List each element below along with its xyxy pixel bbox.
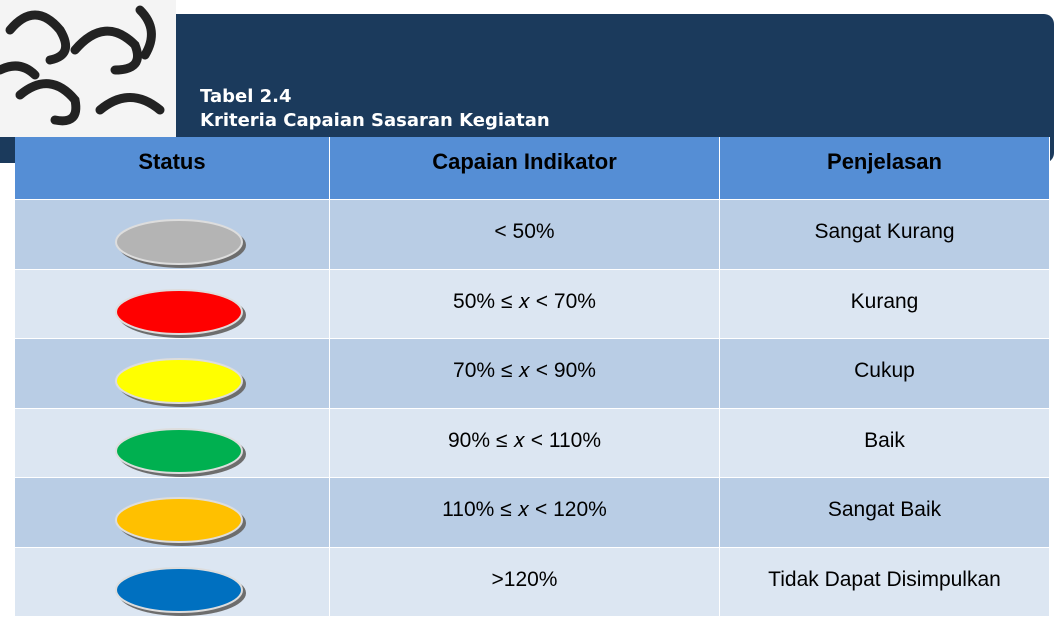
- status-icon: [15, 478, 330, 548]
- status-cell: [15, 200, 330, 270]
- status-icon: [15, 200, 330, 270]
- capaian-cell: 110% ≤ 𝑥 < 120%: [330, 478, 720, 548]
- penjelasan-cell: Sangat Baik: [720, 478, 1050, 548]
- penjelasan-cell: Cukup: [720, 339, 1050, 409]
- capaian-cell: 50% ≤ 𝑥 < 70%: [330, 270, 720, 340]
- column-header: Status: [15, 137, 330, 200]
- decoration: [0, 0, 176, 137]
- column-header: Penjelasan: [720, 137, 1050, 200]
- status-cell: [15, 339, 330, 409]
- status-icon: [15, 548, 330, 617]
- title-line: Tabel 2.4: [200, 86, 292, 107]
- capaian-cell: < 50%: [330, 200, 720, 270]
- column-header: Capaian Indikator: [330, 137, 720, 200]
- penjelasan-cell: Kurang: [720, 270, 1050, 340]
- status-icon: [15, 339, 330, 409]
- status-cell: [15, 478, 330, 548]
- penjelasan-cell: Tidak Dapat Disimpulkan: [720, 548, 1050, 617]
- status-icon: [15, 270, 330, 340]
- page: Tabel 2.4 Kriteria Capaian Sasaran Kegia…: [0, 0, 1056, 612]
- status-cell: [15, 548, 330, 617]
- penjelasan-cell: Sangat Kurang: [720, 200, 1050, 270]
- status-icon: [15, 409, 330, 479]
- penjelasan-cell: Baik: [720, 409, 1050, 479]
- capaian-cell: 70% ≤ 𝑥 < 90%: [330, 339, 720, 409]
- title-line: Kriteria Capaian Sasaran Kegiatan: [200, 110, 550, 131]
- capaian-cell: 90% ≤ 𝑥 < 110%: [330, 409, 720, 479]
- status-cell: [15, 409, 330, 479]
- status-cell: [15, 270, 330, 340]
- capaian-cell: >120%: [330, 548, 720, 617]
